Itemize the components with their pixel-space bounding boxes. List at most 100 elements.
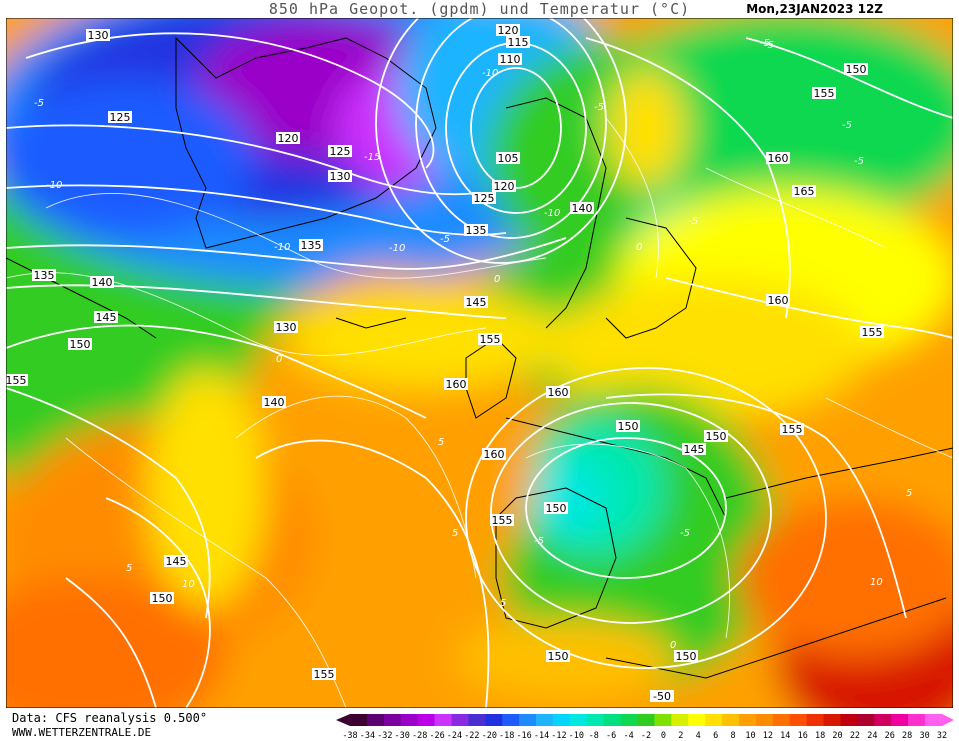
website-link[interactable]: WWW.WETTERZENTRALE.DE [12,726,152,739]
legend-tick-label: -22 [464,731,479,741]
legend-tick-label: -30 [395,731,410,741]
contour-label: 150 [844,63,868,76]
contour-label-text: 155 [6,374,27,387]
coastlines [6,36,953,679]
legend-bar [336,714,954,726]
legend-arrow-left [336,714,350,726]
contour-label-text: 155 [782,423,803,436]
contour-label-text: 130 [276,321,297,334]
temperature-label: -10 [482,68,498,79]
legend-tick-label: 0 [661,731,666,741]
contour-label: 155 [312,668,336,681]
contour-label-text: 120 [494,180,515,193]
legend-tick-label: -4 [623,731,633,741]
legend-tick-label: -38 [342,731,357,741]
legend-swatch [468,714,486,726]
legend-swatch [603,714,622,726]
contour-label: 140 [90,276,114,289]
temperature-label: 0 [494,274,500,285]
contour-label: 160 [444,378,468,391]
contour-label-text: 115 [508,36,529,49]
temperature-labels: -5 -10 -10 -5 -15 -10 -10 -5 0 -5 0 -5 -… [34,38,912,703]
legend-swatch [451,714,469,726]
temperature-label: 0 [670,640,676,651]
contour-label-text: 130 [88,29,109,42]
legend-tick-label: -8 [589,731,599,741]
contour-label-text: 145 [96,311,117,324]
legend-swatch [519,714,537,726]
geopotential-labels: 130 125 120 125 130 135 120 115 110 105 … [6,24,884,681]
contour-label-text: -50 [653,690,671,703]
contour-label: 160 [482,448,506,461]
temperature-label: -5 [534,536,544,547]
legend-tick-label: 26 [885,731,895,741]
legend-tick-label: 32 [937,731,947,741]
legend-tick-label: -28 [412,731,427,741]
contour-label-text: 125 [474,192,495,205]
legend-tick-label: -32 [377,731,392,741]
contour-label: 150 [544,502,568,515]
legend-tick-label: 28 [902,731,912,741]
legend-swatch [400,714,419,726]
contour-label: 150 [150,592,174,605]
legend-arrow-right [942,714,954,726]
legend-tick-label: -2 [641,731,651,741]
title-bar: 850 hPa Geopot. (gpdm) und Temperatur (°… [0,0,959,18]
data-source: Data: CFS reanalysis 0.500° [12,711,208,725]
contour-label-text: 155 [492,514,513,527]
legend-tick-label: -18 [499,731,514,741]
contour-label: 125 [108,111,132,124]
temperature-label: 5 [438,437,444,448]
legend-swatch [350,714,368,726]
contour-label: 140 [570,202,594,215]
temperature-label: -5 [594,102,604,113]
temperature-label: -5 [764,40,774,51]
color-legend: -38 -34 -32 -30 -28 -26 -24 -22 -20 -18 -16 -14 -12-… [336,714,954,741]
temperature-contours [6,117,953,708]
contour-label: 140 [262,396,286,409]
contour-label: 150 [674,650,698,663]
temperature-label: -5 [680,528,690,539]
contour-label-text: 145 [166,555,187,568]
legend-swatch [671,714,689,726]
contour-label-text: 160 [548,386,569,399]
temperature-label: -15 [364,152,380,163]
contour-label-text: 160 [768,152,789,165]
legend-tick-label: -20 [482,731,497,741]
legend-swatch [891,714,909,726]
contour-label: 160 [546,386,570,399]
temperature-label: -10 [544,208,560,219]
temperature-label: 10 [870,577,883,588]
legend-tick-label: 10 [745,731,755,741]
contour-label: 125 [472,192,496,205]
legend-tick-label: 30 [919,731,929,741]
contour-label: 150 [546,650,570,663]
contour-label-text: 105 [498,152,519,165]
contour-label-text: 160 [484,448,505,461]
contour-label-text: 150 [846,63,867,76]
contour-label-text: 150 [706,430,727,443]
contour-label: 110 [498,53,522,66]
contour-label-text: 135 [466,224,487,237]
temperature-label: 0 [636,242,642,253]
temperature-label: 5 [906,488,912,499]
temperature-field [6,18,953,708]
contour-label-text: 110 [500,53,521,66]
temperature-label: -10 [389,243,405,254]
legend-tick-label: 12 [763,731,773,741]
contour-label-text: 150 [548,650,569,663]
legend-tick-label: 22 [850,731,860,741]
legend-swatch [925,714,943,726]
temperature-label: -5 [440,234,450,245]
legend-tick-label: 18 [815,731,825,741]
contour-label-text: 165 [794,185,815,198]
contour-label-text: 150 [546,502,567,515]
contour-label: 145 [164,555,188,568]
legend-swatch [739,714,757,726]
contour-label-text: 150 [152,592,173,605]
contour-label-text: 155 [314,668,335,681]
contour-label: 155 [860,326,884,339]
contour-label-text: 150 [676,650,697,663]
legend-tick-label: 4 [696,731,701,741]
contour-label-text: 145 [466,296,487,309]
